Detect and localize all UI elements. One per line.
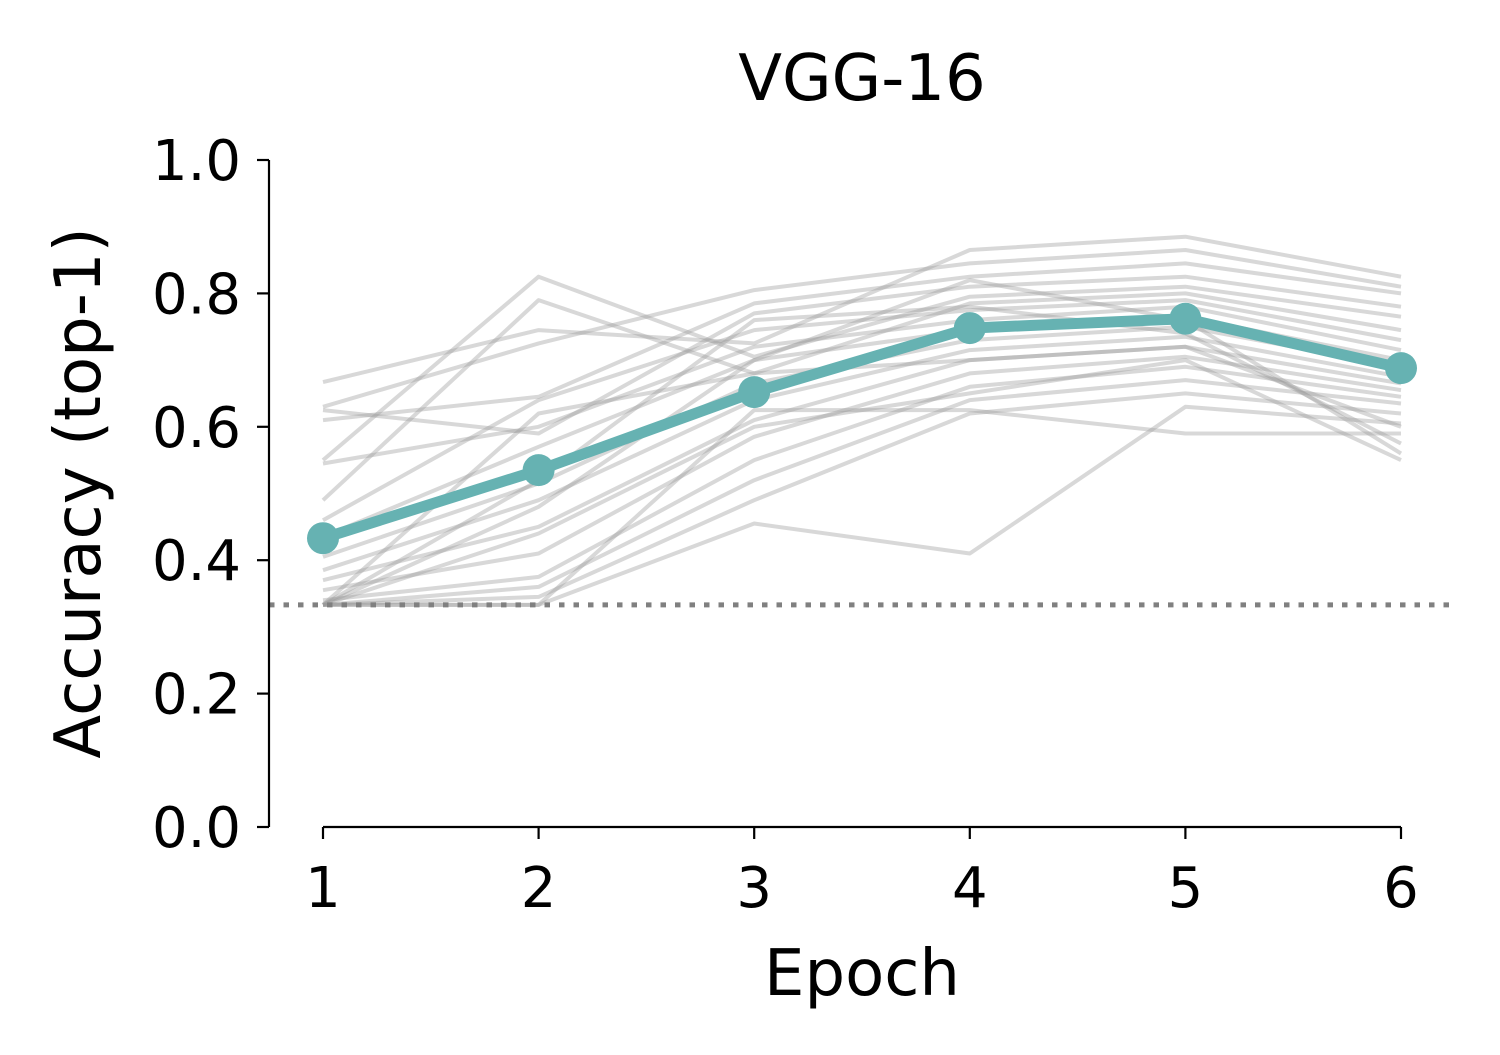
x-tick-label: 3 [736, 856, 772, 921]
individual-series-line-1 [322, 234, 1402, 385]
x-tick-label: 4 [952, 856, 988, 921]
y-tick-label: 0.2 [152, 663, 241, 728]
individual-series-group [321, 234, 1403, 607]
individual-series-line-7 [322, 298, 1402, 522]
individual-series-line-12 [322, 344, 1402, 583]
individual-series-line-4 [322, 274, 1402, 436]
mean-point-epoch-1 [307, 522, 339, 555]
chart-title: VGG-16 [738, 42, 986, 116]
x-axis-ticks: 1 2 3 4 5 6 [305, 827, 1419, 921]
y-tick-label: 0.6 [152, 396, 241, 461]
mean-point-epoch-3 [738, 376, 771, 409]
individual-series-line-6 [321, 291, 1402, 502]
y-tick-label: 1.0 [152, 129, 241, 194]
individual-series-line-14 [322, 364, 1402, 603]
mean-point-epoch-6 [1385, 352, 1417, 385]
individual-series-line-5 [321, 274, 1402, 462]
individual-series-line-16 [322, 391, 1402, 607]
y-tick-label: 0.4 [152, 529, 241, 594]
individual-series-line-15 [322, 378, 1402, 607]
individual-series-line-21 [322, 358, 1402, 607]
mean-series-group [307, 302, 1417, 555]
x-tick-label: 6 [1383, 856, 1419, 921]
y-axis-label: Accuracy (top-1) [42, 227, 116, 758]
x-axis-label: Epoch [764, 937, 960, 1011]
individual-series-line-22 [321, 344, 1402, 607]
x-tick-label: 2 [521, 856, 557, 921]
individual-series-line-11 [322, 334, 1402, 573]
individual-series-line-13 [322, 354, 1402, 593]
x-tick-label: 1 [305, 856, 341, 921]
x-tick-label: 5 [1168, 856, 1204, 921]
individual-series-line-3 [322, 261, 1402, 423]
y-tick-label: 0.8 [152, 262, 241, 327]
individual-series-line-8 [322, 304, 1402, 466]
mean-point-epoch-2 [522, 454, 555, 487]
individual-series-line-20 [322, 278, 1403, 607]
mean-series-line [317, 313, 1407, 544]
y-axis-ticks: 0.0 0.2 0.4 0.6 0.8 1.0 [152, 129, 269, 861]
individual-series-line-19 [321, 304, 1402, 607]
y-tick-label: 0.0 [152, 796, 241, 861]
mean-point-epoch-5 [1169, 302, 1202, 335]
mean-point-epoch-4 [953, 312, 986, 345]
individual-series-line-2 [322, 248, 1402, 409]
